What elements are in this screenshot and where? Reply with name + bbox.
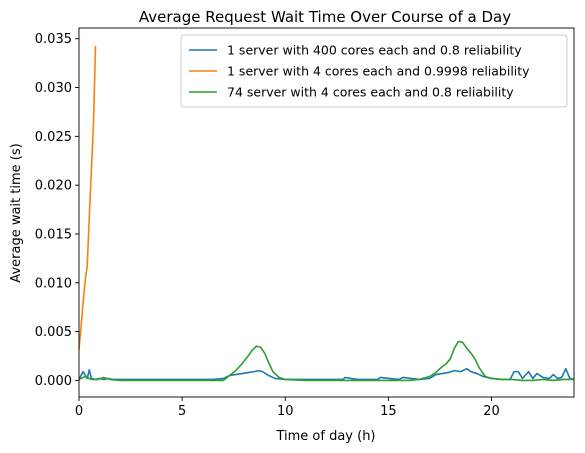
y-axis-title: Average wait time (s) [9,143,24,282]
x-axis-title: Time of day (h) [275,429,375,444]
series-line-1 [79,367,574,381]
series-line-2 [79,45,97,350]
x-tick-label: 20 [483,404,500,419]
legend: 1 server with 400 cores each and 0.8 rel… [180,34,568,108]
x-tick-label: 0 [75,404,83,419]
legend-frame [180,34,568,108]
x-tick-label: 10 [277,404,294,419]
legend-label: 74 server with 4 cores each and 0.8 reli… [227,85,514,100]
y-tick-label: 0.035 [35,32,72,47]
series-lines [79,45,574,382]
y-tick-label: 0.025 [35,130,72,145]
legend-label: 1 server with 4 cores each and 0.9998 re… [227,64,530,79]
chart-title: Average Request Wait Time Over Course of… [139,8,511,26]
legend-label: 1 server with 400 cores each and 0.8 rel… [227,43,522,58]
y-tick-label: 0.015 [35,227,72,242]
x-tick-label: 15 [380,404,397,419]
y-tick-label: 0.020 [35,179,72,194]
y-tick-label: 0.005 [35,325,72,340]
series-line-3 [79,340,574,382]
y-tick-label: 0.030 [35,81,72,96]
axes-frame [78,27,575,398]
x-axis: 0 5 10 15 20 [75,397,500,419]
y-axis: 0.000 0.005 0.010 0.015 0.020 0.025 0.030 0.035 [35,32,79,389]
x-tick-label: 5 [178,404,186,419]
y-tick-label: 0.010 [35,276,72,291]
y-tick-label: 0.000 [35,374,72,389]
